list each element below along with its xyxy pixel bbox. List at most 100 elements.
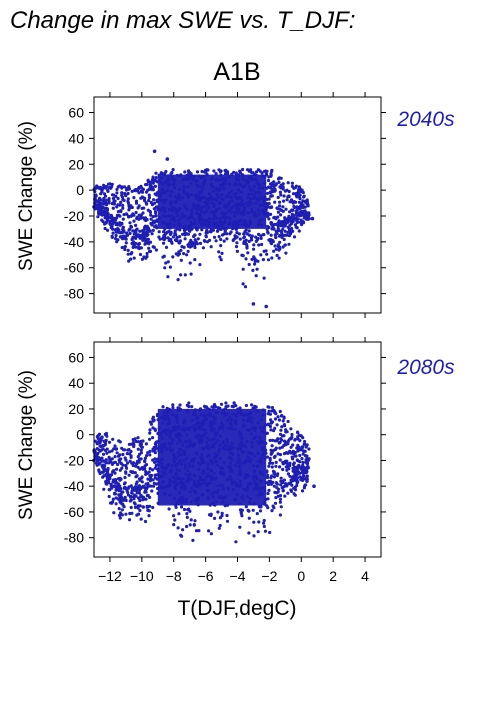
scatter-point [272, 475, 276, 479]
scatter-panel-2080s: 2080s SWE Change (%) 6040200-20-40-60-80… [16, 337, 455, 584]
scatter-point [285, 484, 289, 488]
scatter-point [154, 176, 158, 180]
scatter-point [163, 171, 167, 175]
scatter-point [268, 530, 272, 535]
scatter-point [139, 517, 143, 521]
scatter-point [237, 232, 241, 236]
scatter-point [140, 485, 144, 489]
scatter-point [112, 199, 116, 203]
scatter-point [131, 461, 136, 465]
scatter-point [162, 241, 166, 245]
scatter-point [132, 488, 137, 492]
scatter-point [107, 182, 111, 186]
scatter-point [203, 405, 207, 409]
scatter-point [153, 428, 157, 432]
scatter-point [303, 454, 307, 458]
scatter-point [286, 491, 290, 495]
scatter-point [277, 248, 281, 252]
scatter-point [146, 451, 150, 455]
scatter-point [270, 194, 274, 198]
scatter-point [266, 214, 270, 218]
scatter-point [104, 431, 109, 436]
scatter-point [152, 481, 156, 485]
scatter-point [126, 493, 130, 497]
x-axis-label: T(DJF,degC) [177, 597, 296, 620]
scatter-point [262, 276, 266, 280]
scatter-point [112, 202, 116, 206]
scatter-point [238, 525, 242, 529]
scatter-point [151, 505, 155, 510]
scatter-point [286, 225, 290, 229]
scatter-point [153, 476, 157, 480]
scatter-point [134, 439, 138, 444]
scatter-point [137, 484, 141, 488]
scatter-point [279, 476, 283, 480]
scatter-point [278, 432, 283, 436]
scatter-point [124, 212, 129, 216]
scatter-point [179, 258, 183, 262]
scatter-point [276, 494, 280, 498]
scatter-point [163, 236, 167, 240]
scatter-point [306, 217, 310, 221]
scatter-point [112, 447, 116, 451]
scatter-point [206, 168, 210, 172]
scatter-point [114, 230, 118, 234]
scatter-point [267, 464, 271, 468]
scatter-point [149, 476, 153, 480]
scatter-point [291, 450, 295, 454]
scatter-point [183, 170, 187, 174]
scatter-point [118, 222, 122, 226]
scatter-point [109, 215, 113, 219]
scatter-point [280, 445, 284, 449]
scatter-point [119, 209, 123, 214]
scatter-point [241, 282, 245, 286]
scatter-point [183, 273, 187, 277]
scatter-point [102, 212, 106, 216]
scatter-point [296, 480, 300, 484]
scatter-point [179, 505, 184, 509]
scatter-point [110, 449, 114, 453]
scatter-point [118, 516, 122, 520]
scatter-point [287, 194, 291, 199]
scatter-point [120, 186, 124, 190]
scatter-point [286, 419, 290, 424]
scatter-point [127, 518, 132, 522]
scatter-point [278, 234, 282, 238]
scatter-point [151, 181, 155, 185]
panel-label-2080s: 2080s [396, 356, 455, 379]
scatter-point [287, 214, 291, 218]
scatter-point [145, 454, 149, 458]
scatter-point [130, 486, 135, 490]
scatter-point [277, 245, 281, 249]
scatter-point [274, 491, 279, 495]
scatter-point [150, 185, 155, 189]
scatter-point [185, 253, 189, 257]
scatter-point [273, 187, 277, 191]
outlier-point [264, 304, 269, 309]
scatter-point [137, 242, 142, 246]
scatter-point [273, 244, 277, 248]
scatter-point [249, 170, 253, 174]
scatter-point [111, 206, 115, 210]
scatter-point [225, 232, 229, 236]
scatter-point [131, 470, 135, 475]
scatter-point [121, 206, 125, 210]
scatter-point [291, 443, 295, 447]
y-axis-label-2080s: SWE Change (%) [16, 370, 37, 520]
scatter-point [282, 416, 286, 420]
scatter-point [225, 513, 229, 518]
scatter-point [251, 508, 255, 512]
scatter-point [300, 489, 305, 493]
scatter-point [169, 237, 173, 241]
scatter-point [148, 210, 152, 214]
scatter-point [291, 229, 295, 233]
scatter-point [106, 214, 110, 218]
scatter-point [302, 474, 306, 478]
scatter-point [133, 502, 137, 506]
scatter-point [265, 455, 269, 459]
scatter-point [117, 493, 121, 497]
scatter-point [136, 447, 140, 451]
scatter-point [238, 237, 242, 241]
scatter-point [241, 267, 245, 271]
scatter-point [114, 222, 118, 227]
